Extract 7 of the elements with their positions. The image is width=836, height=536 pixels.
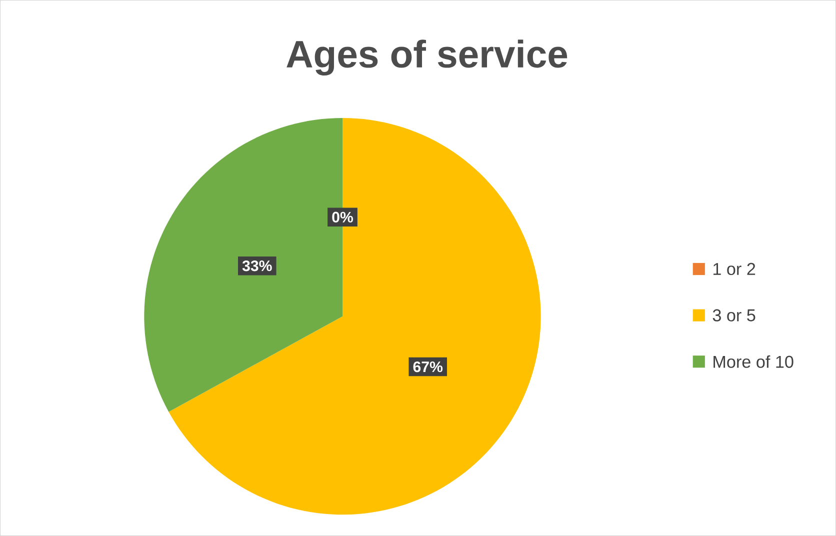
legend-label: 1 or 2 xyxy=(713,262,756,276)
data-label: 67% xyxy=(413,361,443,372)
text: 0% xyxy=(332,212,354,222)
legend-label: More of 10 xyxy=(714,355,794,368)
legend-label: 3 or 5 xyxy=(712,309,756,322)
data-label: 33% xyxy=(242,260,272,272)
chart-title: Ages of service xyxy=(286,40,568,76)
